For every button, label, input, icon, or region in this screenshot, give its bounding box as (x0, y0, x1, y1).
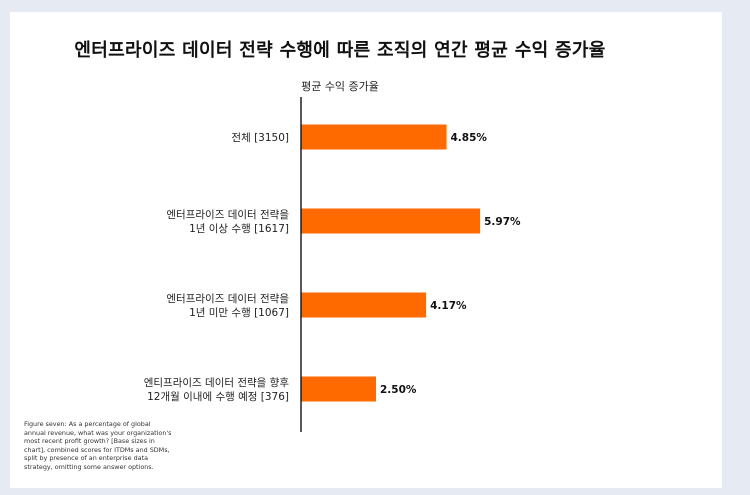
chart-subtitle: 평균 수익 증가율 (301, 80, 379, 93)
value-label-3: 2.50% (380, 384, 417, 396)
category-label-1-1: 1년 이상 수행 [1617] (189, 223, 289, 235)
bar-3 (301, 376, 376, 402)
bar-2 (301, 292, 427, 318)
category-label-0-0: 전체 [3150] (231, 132, 289, 144)
category-label-3-0: 엔티프라이즈 데이터 전략을 향후 (144, 377, 290, 389)
bar-1 (301, 208, 481, 234)
value-label-1: 5.97% (484, 216, 521, 228)
value-label-2: 4.17% (430, 300, 467, 312)
value-label-0: 4.85% (451, 132, 488, 144)
bar-0 (301, 124, 447, 150)
category-label-1-0: 엔터프라이즈 데이터 전략을 (166, 209, 289, 221)
chart-card: 엔터프라이즈 데이터 전략 수행에 따른 조직의 연간 평균 수익 증가율 평균… (10, 12, 722, 488)
bar-chart: 4.85% 전체 [3150] 5.97% 엔터프라이즈 데이터 전략을 1년 이상 수… (144, 97, 521, 432)
category-label-2-0: 엔터프라이즈 데이터 전략을 (166, 293, 289, 305)
category-label-3-1: 12개월 이내에 수행 예정 [376] (147, 390, 289, 403)
figure-footnote: Figure seven: As a percentage of global … (24, 420, 172, 471)
chart-title: 엔터프라이즈 데이터 전략 수행에 따른 조직의 연간 평균 수익 증가율 (74, 40, 606, 61)
category-label-2-1: 1년 미만 수행 [1067] (189, 307, 289, 319)
